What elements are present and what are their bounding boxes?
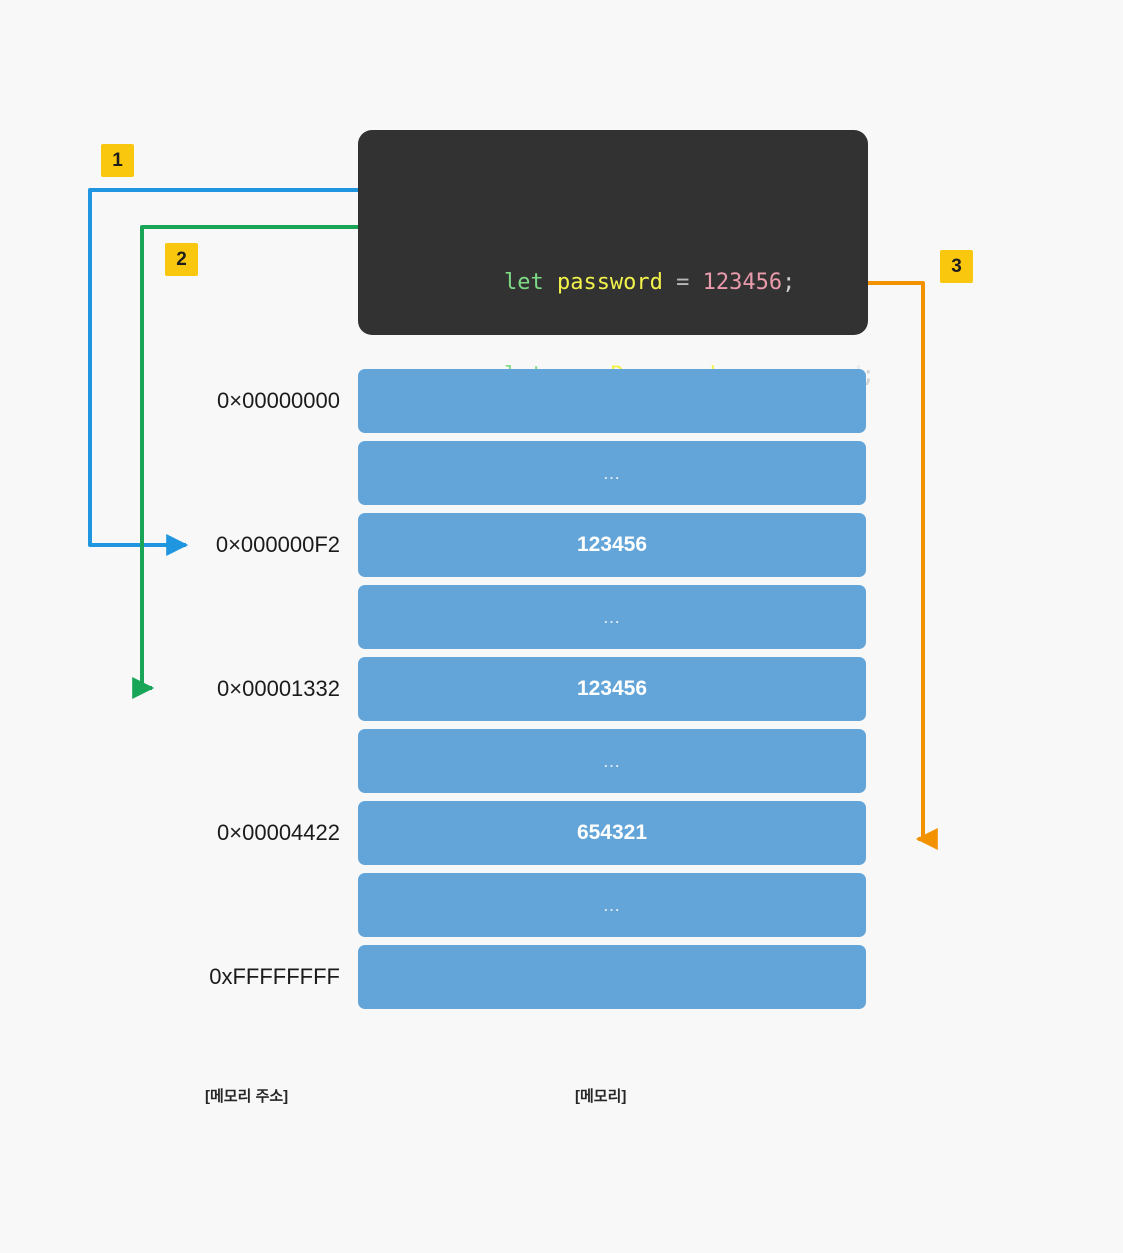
memory-block-0	[358, 369, 866, 433]
code-token-punctuation: ;	[782, 270, 796, 295]
code-line-2: let copyPassword = password;	[398, 329, 875, 388]
memory-block-7: …	[358, 873, 866, 937]
caption-memory-column: [메모리]	[575, 1088, 627, 1105]
address-label-slot: 0×000000F2	[44, 513, 346, 577]
memory-address-6: 0×00004422	[217, 820, 340, 845]
address-label-slot: 0×00000000	[44, 369, 346, 433]
caption-address-column: [메모리 주소]	[205, 1088, 289, 1105]
step-badge-1: 1	[101, 144, 134, 177]
address-label-slot: 0xFFFFFFFF	[44, 945, 346, 1009]
memory-address-0: 0×00000000	[217, 388, 340, 413]
memory-address-4: 0×00001332	[217, 676, 340, 701]
memory-block-4: 123456	[358, 657, 866, 721]
connector-path-2	[132, 225, 380, 699]
code-panel: let password = 123456; let copyPassword …	[358, 130, 875, 571]
memory-block-2: 123456	[358, 513, 866, 577]
memory-address-8: 0xFFFFFFFF	[209, 964, 340, 989]
step-badge-2: 2	[165, 243, 198, 276]
code-token-keyword: let	[503, 270, 557, 295]
memory-block-6: 654321	[358, 801, 866, 865]
memory-block-8	[358, 945, 866, 1009]
step-badge-3: 3	[940, 250, 973, 283]
code-line-1: let password = 123456;	[398, 236, 875, 295]
code-token-operator: =	[662, 270, 703, 295]
address-label-slot: 0×00004422	[44, 801, 346, 865]
memory-block-3: …	[358, 585, 866, 649]
code-token-variable: password	[556, 270, 663, 295]
memory-address-2: 0×000000F2	[215, 532, 340, 557]
connector-path-1	[88, 188, 380, 556]
memory-block-1: …	[358, 441, 866, 505]
code-token-number: 123456	[702, 270, 783, 295]
memory-block-5: …	[358, 729, 866, 793]
address-label-slot: 0×00001332	[44, 657, 346, 721]
